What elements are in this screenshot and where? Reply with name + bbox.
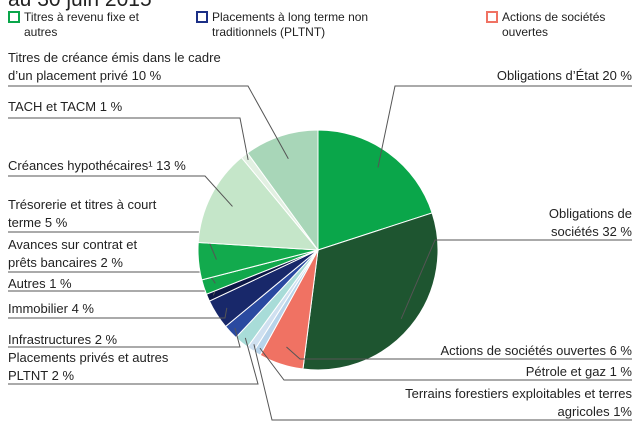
slice-name: Actions de sociétés ouvertes [440, 343, 606, 358]
slice-value: 20 % [602, 68, 632, 83]
slice-label: Créances hypothécaires¹ 13 % [8, 157, 228, 175]
legend-swatch [486, 11, 498, 23]
slice-value: 2 % [51, 368, 75, 383]
leader-line [286, 346, 632, 360]
legend-label: Placements à long terme non traditionnel… [212, 10, 369, 39]
leader-line [8, 85, 289, 159]
slice-value: 32 % [602, 224, 632, 239]
slice-label: Trésorerie et titres à court terme 5 % [8, 196, 158, 232]
slice-name: Créances hypothécaires¹ [8, 158, 153, 173]
chart-title: au 30 juin 2015 [8, 0, 152, 12]
slice-name: Obligations de sociétés [548, 206, 632, 239]
legend-swatch [8, 11, 20, 23]
legend-item: Actions de sociétés ouvertes [486, 10, 635, 40]
slice-value: 6 % [609, 343, 632, 358]
legend-label: Actions de sociétés ouvertes [502, 10, 606, 39]
legend-item: Placements à long terme non traditionnel… [196, 10, 402, 40]
leader-line [253, 344, 632, 421]
slice-value: 4 % [71, 301, 94, 316]
pie-slice [317, 129, 433, 251]
leader-line [8, 117, 249, 161]
slice-label: TACH et TACM 1 % [8, 98, 228, 116]
slice-value: 5 % [44, 215, 68, 230]
slice-name: Obligations d’État [496, 68, 599, 83]
slice-value: 1% [613, 404, 632, 419]
slice-name: Pétrole et gaz [525, 364, 606, 379]
slice-name: Infrastructures [8, 332, 92, 347]
slice-name: Autres [8, 276, 46, 291]
slice-value: 1 % [49, 276, 72, 291]
slice-name: Trésorerie et titres à court terme [8, 197, 157, 230]
legend-label: Titres à revenu fixe et autres [24, 10, 139, 39]
leader-line [377, 85, 632, 168]
slice-name: TACH et TACM [8, 99, 97, 114]
pie-slice [246, 129, 319, 252]
slice-value: 1 % [609, 364, 632, 379]
slice-label: Obligations d’État 20 % [372, 67, 632, 85]
leader-line [8, 307, 228, 319]
slice-label: Actions de sociétés ouvertes 6 % [382, 342, 632, 360]
slice-label: Pétrole et gaz 1 % [382, 363, 632, 381]
leader-line [400, 239, 632, 320]
slice-label: Terrains forestiers exploitables et terr… [382, 385, 632, 421]
leader-line [8, 327, 241, 348]
legend-swatch [196, 11, 208, 23]
slice-value: 2 % [100, 255, 123, 270]
slice-label: Autres 1 % [8, 275, 208, 293]
slice-name: Avances sur contrat et prêts bancaires [8, 237, 138, 270]
slice-label: Titres de créance émis dans le cadre d’u… [8, 49, 223, 85]
slice-value: 10 % [131, 68, 162, 83]
slice-label: Obligations de sociétés 32 % [522, 205, 632, 241]
leader-line [259, 347, 632, 381]
leader-line [8, 175, 233, 207]
slice-value: 2 % [94, 332, 118, 347]
slice-label: Immobilier 4 % [8, 300, 208, 318]
slice-name: Immobilier [8, 301, 68, 316]
leader-line [8, 337, 259, 385]
slice-label: Placements privés et autres PLTNT 2 % [8, 349, 208, 385]
slice-name: Titres de créance émis dans le cadre d’u… [8, 50, 221, 83]
legend-item: Titres à revenu fixe et autres [8, 10, 174, 40]
slice-label: Avances sur contrat et prêts bancaires 2… [8, 236, 158, 272]
pie-slice [197, 156, 320, 251]
pie-slice [302, 212, 439, 371]
slice-name: Terrains forestiers exploitables et terr… [405, 386, 632, 419]
slice-value: 1 % [99, 99, 123, 114]
slice-name: Placements privés et autres PLTNT [8, 350, 169, 383]
slice-value: 13 % [156, 158, 186, 173]
slice-label: Infrastructures 2 % [8, 331, 208, 349]
